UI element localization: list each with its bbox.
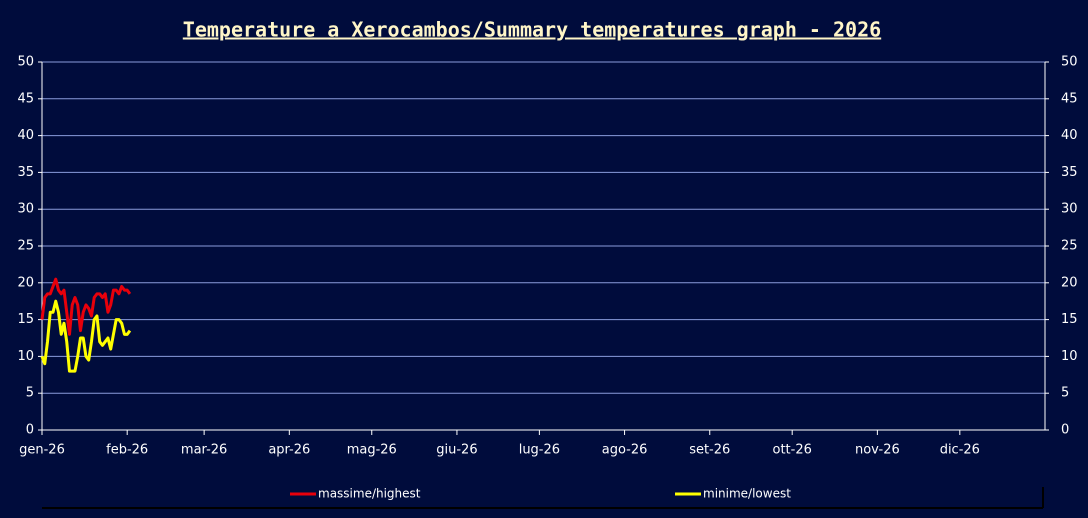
y-tick-label: 50: [17, 55, 34, 70]
y-tick-label: 15: [17, 312, 34, 327]
y2-tick-label: 45: [1061, 91, 1078, 106]
y2-tick-label: 25: [1061, 239, 1078, 254]
series-line: [40, 299, 132, 373]
x-tick-label: mar-26: [181, 443, 227, 458]
y2-tick-label: 20: [1061, 275, 1078, 290]
x-tick-label: ago-26: [602, 443, 648, 458]
legend-label: minime/lowest: [703, 487, 791, 501]
chart-title: Temperature a Xerocambos/Summary tempera…: [183, 18, 881, 42]
x-tick-label: dic-26: [940, 443, 980, 458]
x-tick-label: nov-26: [855, 443, 900, 458]
y-tick-label: 25: [17, 239, 34, 254]
y2-tick-label: 10: [1061, 349, 1078, 364]
x-tick-label: feb-26: [106, 443, 148, 458]
y2-tick-label: 15: [1061, 312, 1078, 327]
x-tick-label: set-26: [689, 443, 730, 458]
y-tick-label: 5: [26, 386, 34, 401]
y-tick-label: 35: [17, 165, 34, 180]
x-tick-label: lug-26: [519, 443, 560, 458]
y2-tick-label: 50: [1061, 55, 1078, 70]
y2-tick-label: 0: [1061, 423, 1069, 438]
y2-tick-label: 30: [1061, 202, 1078, 217]
y2-tick-label: 40: [1061, 128, 1078, 143]
x-tick-label: mag-26: [347, 443, 397, 458]
legend-label: massime/highest: [318, 487, 421, 501]
y-tick-label: 45: [17, 91, 34, 106]
y-tick-label: 40: [17, 128, 34, 143]
x-tick-label: ott-26: [772, 443, 811, 458]
x-tick-label: apr-26: [268, 443, 310, 458]
y2-tick-label: 35: [1061, 165, 1078, 180]
y-tick-label: 0: [26, 423, 34, 438]
y-tick-label: 20: [17, 275, 34, 290]
y-tick-label: 10: [17, 349, 34, 364]
x-tick-label: giu-26: [436, 443, 477, 458]
y-tick-label: 30: [17, 202, 34, 217]
series-line: [40, 277, 132, 336]
y2-tick-label: 5: [1061, 386, 1069, 401]
x-tick-label: gen-26: [19, 443, 65, 458]
